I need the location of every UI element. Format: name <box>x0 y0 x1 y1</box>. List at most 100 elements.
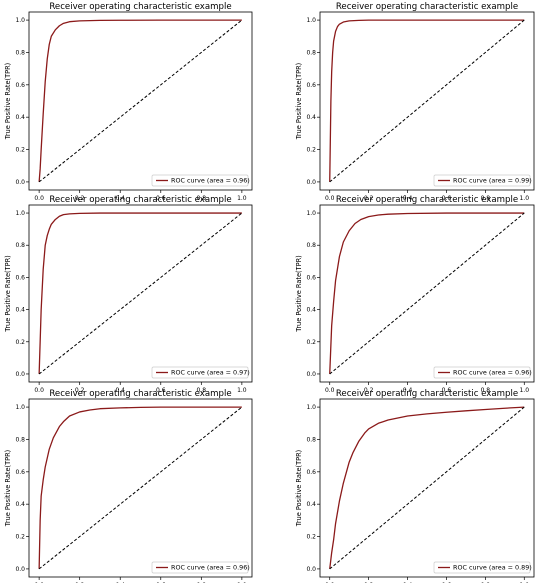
x-tick-label: 0.6 <box>156 387 166 394</box>
chance-diagonal-line <box>329 19 525 183</box>
x-tick-label: 1.0 <box>519 195 529 202</box>
axes-frame <box>28 398 253 578</box>
y-tick-label: 0.8 <box>306 242 316 249</box>
chance-diagonal-line <box>329 212 525 375</box>
y-tick-label: 0.6 <box>306 469 316 476</box>
roc-curve-line <box>38 212 242 374</box>
legend-box <box>433 561 531 574</box>
chance-diagonal-line <box>38 19 243 183</box>
y-tick-label: 0.0 <box>15 566 25 573</box>
y-tick-label: 1.0 <box>15 17 25 24</box>
legend-label: ROC curve (area = 0.99) <box>453 177 532 185</box>
legend-label: ROC curve (area = 0.96) <box>453 369 532 377</box>
roc-curve-line <box>329 19 525 182</box>
roc-chart-4: Receiver operating characteristic exampl… <box>295 195 535 394</box>
roc-chart-3: Receiver operating characteristic exampl… <box>4 195 253 394</box>
y-tick-label: 0.6 <box>15 274 25 281</box>
roc-chart-1: Receiver operating characteristic exampl… <box>4 2 253 202</box>
x-tick-label: 1.0 <box>237 195 247 202</box>
x-tick-label: 0.4 <box>115 387 125 394</box>
y-tick-label: 0.8 <box>15 436 25 443</box>
y-tick-label: 0.4 <box>306 114 316 121</box>
y-axis-label: True Positive Rate(TPR) <box>4 63 12 140</box>
legend-box <box>151 561 249 574</box>
roc-chart-5: Receiver operating characteristic exampl… <box>4 389 253 583</box>
y-tick-label: 0.2 <box>306 534 316 541</box>
axes-frame <box>319 204 535 383</box>
x-tick-label: 0.2 <box>75 387 85 394</box>
y-axis-label: True Positive Rate(TPR) <box>295 450 303 527</box>
legend-box <box>151 174 249 187</box>
roc-curve-line <box>38 406 242 569</box>
y-axis-label: True Positive Rate(TPR) <box>295 63 303 140</box>
y-tick-label: 0.4 <box>306 307 316 314</box>
y-tick-label: 0.8 <box>306 49 316 56</box>
y-tick-label: 1.0 <box>306 17 316 24</box>
roc-curve-line <box>38 19 242 182</box>
chart-title: Receiver operating characteristic exampl… <box>336 195 518 205</box>
y-tick-label: 0.6 <box>15 469 25 476</box>
y-tick-label: 0.8 <box>306 436 316 443</box>
x-tick-label: 0.4 <box>115 195 125 202</box>
x-tick-label: 1.0 <box>519 387 529 394</box>
y-tick-label: 0.4 <box>15 307 25 314</box>
x-tick-label: 0.8 <box>197 195 207 202</box>
y-tick-label: 0.0 <box>15 179 25 186</box>
chart-title: Receiver operating characteristic exampl… <box>336 389 518 399</box>
y-tick-label: 0.6 <box>306 82 316 89</box>
y-tick-label: 1.0 <box>15 404 25 411</box>
x-tick-label: 0.0 <box>34 195 44 202</box>
roc-curve-line <box>329 406 525 569</box>
chart-title: Receiver operating characteristic exampl… <box>336 2 518 12</box>
y-axis-label: True Positive Rate(TPR) <box>4 255 12 332</box>
y-tick-label: 0.0 <box>306 566 316 573</box>
axes-frame <box>319 398 535 578</box>
y-tick-label: 0.0 <box>306 371 316 378</box>
x-tick-label: 0.6 <box>156 195 166 202</box>
y-axis-label: True Positive Rate(TPR) <box>4 450 12 527</box>
legend-label: ROC curve (area = 0.89) <box>453 564 532 572</box>
x-tick-label: 0.4 <box>403 195 413 202</box>
y-tick-label: 1.0 <box>306 404 316 411</box>
legend-box <box>433 366 531 379</box>
chart-title: Receiver operating characteristic exampl… <box>49 195 231 205</box>
x-tick-label: 0.6 <box>442 195 452 202</box>
y-axis-label: True Positive Rate(TPR) <box>295 255 303 332</box>
y-tick-label: 0.2 <box>15 339 25 346</box>
x-tick-label: 0.8 <box>481 195 491 202</box>
roc-chart-6: Receiver operating characteristic exampl… <box>295 389 535 583</box>
y-tick-label: 1.0 <box>15 210 25 217</box>
y-tick-label: 0.0 <box>306 179 316 186</box>
y-tick-label: 0.6 <box>306 274 316 281</box>
x-tick-label: 0.4 <box>403 387 413 394</box>
x-tick-label: 0.6 <box>442 387 452 394</box>
x-tick-label: 0.0 <box>34 387 44 394</box>
y-tick-label: 0.4 <box>15 114 25 121</box>
y-tick-label: 0.2 <box>306 339 316 346</box>
y-tick-label: 0.0 <box>15 371 25 378</box>
legend-box <box>433 174 531 187</box>
y-tick-label: 0.2 <box>306 147 316 154</box>
x-tick-label: 0.2 <box>364 387 374 394</box>
chance-diagonal-line <box>329 406 525 570</box>
x-tick-label: 1.0 <box>237 387 247 394</box>
axes-frame <box>28 204 253 383</box>
x-tick-label: 0.2 <box>75 195 85 202</box>
roc-chart-2: Receiver operating characteristic exampl… <box>295 2 535 202</box>
y-tick-label: 0.4 <box>15 501 25 508</box>
legend-label: ROC curve (area = 0.97) <box>171 369 250 377</box>
y-tick-label: 0.8 <box>15 242 25 249</box>
y-tick-label: 0.8 <box>15 49 25 56</box>
y-tick-label: 0.4 <box>306 501 316 508</box>
legend-label: ROC curve (area = 0.96) <box>171 564 250 572</box>
chart-title: Receiver operating characteristic exampl… <box>49 2 231 12</box>
y-tick-label: 1.0 <box>306 210 316 217</box>
axes-frame <box>319 11 535 191</box>
x-tick-label: 0.8 <box>197 387 207 394</box>
chance-diagonal-line <box>38 406 243 570</box>
x-tick-label: 0.2 <box>364 195 374 202</box>
y-tick-label: 0.2 <box>15 534 25 541</box>
legend-box <box>151 366 249 379</box>
y-tick-label: 0.2 <box>15 147 25 154</box>
